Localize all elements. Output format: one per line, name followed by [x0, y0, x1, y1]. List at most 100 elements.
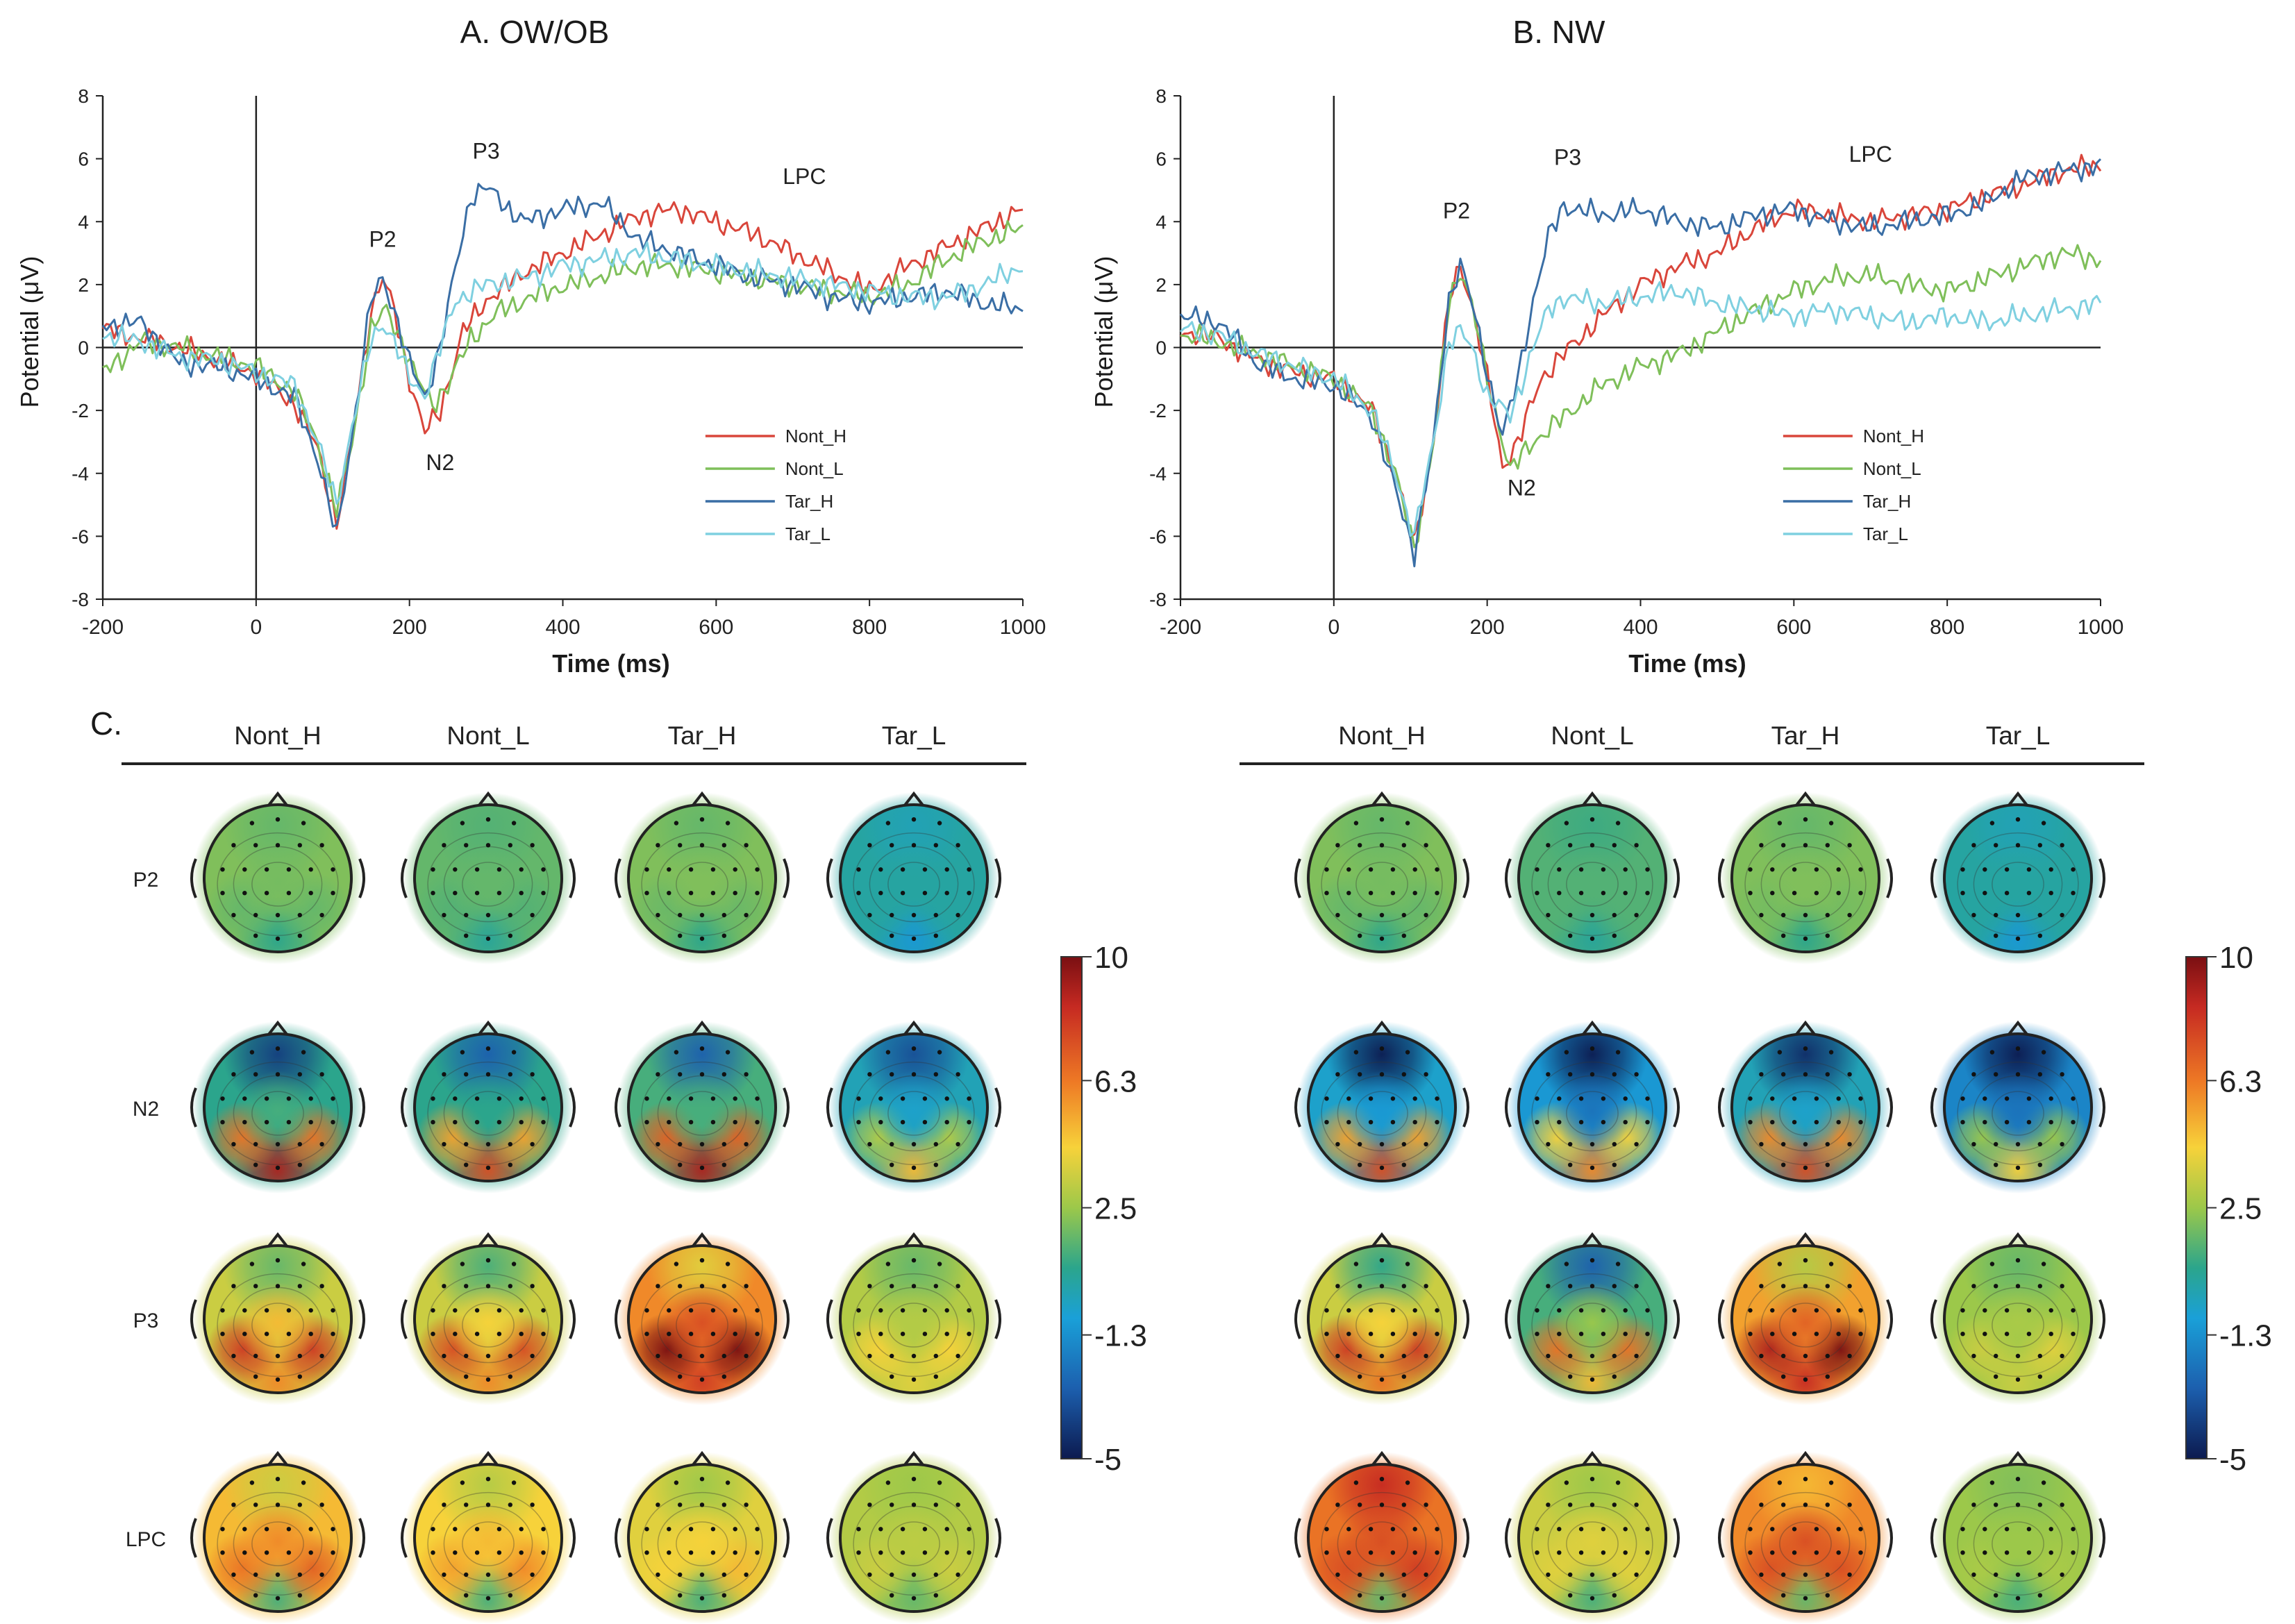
- electrode-dot: [922, 1096, 928, 1101]
- electrode-dot: [2026, 891, 2032, 896]
- electrode-dot: [1994, 1502, 1998, 1507]
- colorbar-tick-label: 6.3: [2219, 1064, 2262, 1098]
- head-ears: [1930, 1518, 2105, 1558]
- topo-region-center: [1341, 1282, 1423, 1364]
- head-ears: [401, 1518, 576, 1558]
- electrode-dot: [1623, 1550, 1628, 1555]
- topo-head-nont-h-p2: [190, 791, 365, 964]
- electrode-dot: [667, 1120, 671, 1125]
- electrode-dot: [890, 1374, 894, 1379]
- head-outline: [1307, 1463, 1457, 1613]
- electrode-dot: [1568, 933, 1573, 938]
- electrode-dot: [431, 1332, 435, 1337]
- electrode-dot: [644, 1550, 649, 1555]
- y-tick-label: 6: [78, 149, 89, 170]
- electrode-dot: [275, 1072, 281, 1077]
- electrode-dot: [955, 1141, 960, 1147]
- electrode-dot: [1424, 1353, 1428, 1359]
- electrode-dot: [1994, 912, 1998, 918]
- electrode-dot: [511, 1050, 517, 1055]
- electrode-dot: [678, 1072, 683, 1077]
- electrode-dot: [733, 867, 737, 872]
- electrode-dot: [464, 1353, 469, 1359]
- electrode-dot: [890, 1353, 894, 1359]
- electrode-dot: [1335, 1072, 1340, 1077]
- electrode-dot: [674, 1480, 679, 1485]
- electrode-dot: [297, 1141, 302, 1147]
- head-outline: [1943, 1032, 2093, 1182]
- contour-line: [217, 1491, 339, 1596]
- electrode-dot: [2004, 891, 2010, 896]
- electrode-dot: [464, 933, 469, 938]
- electrode-dot: [1612, 843, 1617, 848]
- electrode-dot: [1825, 1374, 1830, 1379]
- electrode-dot: [1612, 1072, 1617, 1077]
- electrode-dot: [2071, 891, 2076, 896]
- topo-region-center: [873, 1501, 955, 1582]
- electrode-dot: [2026, 1527, 2032, 1532]
- electrode-dot: [667, 1527, 671, 1532]
- electrode-dot: [1368, 867, 1374, 872]
- electrode-dot: [464, 1572, 469, 1577]
- electrode-dot: [922, 1527, 928, 1532]
- electrode-dot: [1346, 1096, 1351, 1101]
- electrode-dot: [744, 1353, 749, 1359]
- electrode-dot: [1983, 1308, 1987, 1313]
- electrode-dot: [431, 1527, 435, 1532]
- x-tick-label: -200: [1160, 616, 1201, 639]
- electrode-dot: [1358, 1374, 1362, 1379]
- topo-region-center: [1977, 1282, 2059, 1364]
- electrode-dot: [721, 1284, 727, 1289]
- electrode-dot: [667, 1308, 671, 1313]
- electrode-dot: [911, 817, 917, 822]
- electrode-dot: [1578, 1550, 1584, 1555]
- topo-fill: [628, 1464, 776, 1612]
- topo-head-tar-l-lpc: [826, 1450, 1001, 1624]
- electrode-dot: [1634, 843, 1639, 848]
- head-nose: [691, 1450, 713, 1467]
- topo-region-center: [873, 1071, 955, 1152]
- electrode-dot: [1535, 1550, 1539, 1555]
- electrode-dot: [1546, 912, 1551, 918]
- electrode-dot: [442, 1141, 447, 1147]
- electrode-dot: [1612, 1353, 1617, 1359]
- contour-line: [1355, 862, 1408, 907]
- contour-line: [1744, 1061, 1867, 1166]
- electrode-dot: [297, 1593, 302, 1598]
- electrode-dot: [911, 1046, 917, 1051]
- electrode-dot: [242, 1527, 247, 1532]
- contour-line: [1321, 1273, 1443, 1378]
- electrode-dot: [1368, 1096, 1374, 1101]
- electrode-dot: [856, 1550, 861, 1555]
- electrode-dot: [725, 1480, 731, 1485]
- electrode-dot: [464, 1374, 469, 1379]
- electrode-dot: [453, 891, 458, 896]
- head-nose: [267, 1232, 289, 1248]
- head-ears: [1930, 858, 2105, 898]
- electrode-dot: [2041, 1480, 2046, 1485]
- electrode-dot: [678, 1374, 683, 1379]
- topo-region-center: [1764, 1071, 1846, 1152]
- electrode-dot: [1759, 1502, 1764, 1507]
- topo-head-tar-l-p2: [826, 791, 1001, 964]
- electrode-dot: [297, 1502, 302, 1507]
- electrode-dot: [911, 1258, 917, 1263]
- electrode-dot: [1770, 1308, 1775, 1313]
- electrode-dot: [1803, 1258, 1808, 1263]
- electrode-dot: [308, 1332, 313, 1337]
- electrode-dot: [1781, 933, 1786, 938]
- electrode-dot: [1568, 1572, 1573, 1577]
- column-headers: Nont_H Nont_L Tar_H Tar_L Nont_H Nont_L Tar_H T…: [234, 721, 2050, 750]
- y-tick-label: 2: [78, 274, 89, 296]
- electrode-dot: [1358, 1572, 1362, 1577]
- topo-fill: [415, 1034, 562, 1181]
- topo-region-center: [661, 1282, 743, 1364]
- electrode-dot: [431, 1308, 435, 1313]
- electrode-dot: [900, 1096, 906, 1101]
- row-label: N2: [133, 1098, 159, 1121]
- electrode-dot: [2015, 1572, 2021, 1577]
- electrode-dot: [508, 1141, 512, 1147]
- electrode-dot: [1825, 1284, 1830, 1289]
- electrode-dot: [1368, 891, 1374, 896]
- head-nose: [267, 791, 289, 807]
